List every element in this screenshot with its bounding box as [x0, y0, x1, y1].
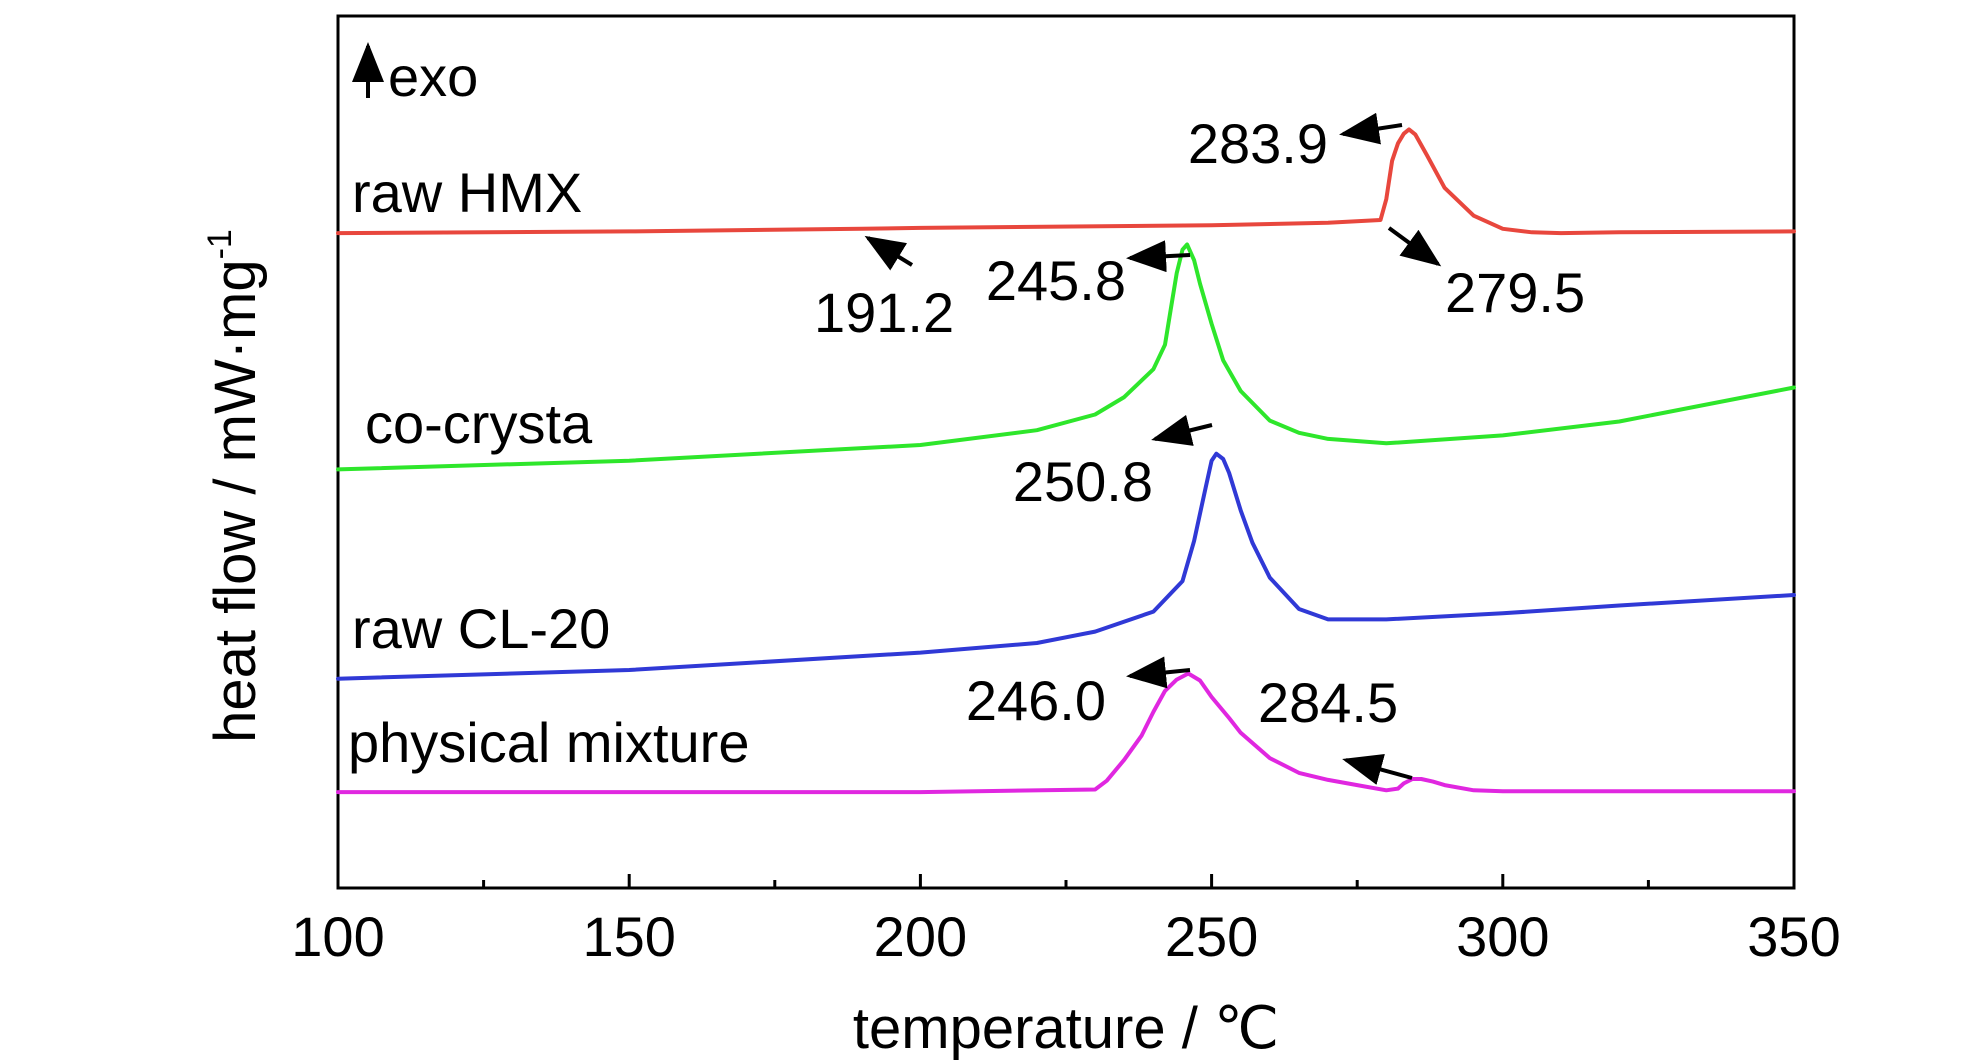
annotation-arrow-icon	[1387, 226, 1442, 267]
x-tick-label: 150	[582, 905, 675, 968]
series-label-raw-hmx: raw HMX	[352, 161, 582, 224]
y-axis-title: heat flow / mW·mg-1	[201, 229, 268, 743]
annotation-arrow-icon	[1126, 656, 1191, 689]
annotation-279-5: 279.5	[1387, 226, 1585, 324]
series-line-physical-mixture	[336, 671, 1796, 795]
x-axis-title: temperature / ℃	[853, 996, 1279, 1061]
annotation-284-5: 284.5	[1258, 671, 1413, 785]
annotation-label: 279.5	[1445, 261, 1585, 324]
annotation-label: 250.8	[1013, 450, 1153, 513]
annotation-arrow-icon	[1126, 240, 1191, 273]
annotation-283-9: 283.9	[1188, 112, 1403, 175]
series-line-raw-hmx	[336, 127, 1796, 236]
annotation-arrow-icon	[1151, 414, 1213, 446]
x-tick-label: 350	[1747, 905, 1840, 968]
x-tick-label: 200	[874, 905, 967, 968]
annotation-191-2: 191.2	[814, 235, 954, 344]
annotation-label: 191.2	[814, 281, 954, 344]
x-axis-ticks	[336, 874, 1796, 888]
annotation-arrow-icon	[1339, 112, 1403, 145]
x-tick-label: 250	[1165, 905, 1258, 968]
annotation-250-8: 250.8	[1013, 414, 1213, 513]
series-line-co-crysta	[336, 242, 1796, 472]
y-axis-title-group: heat flow / mW·mg-1	[201, 229, 268, 743]
series-label-raw-cl20: raw CL-20	[352, 597, 610, 660]
annotation-245-8: 245.8	[986, 240, 1191, 312]
series-line-raw-cl-20	[336, 451, 1796, 681]
series-label-co-crysta: co-crysta	[365, 392, 593, 455]
y-axis-title-superscript: -1	[201, 229, 239, 259]
y-axis-title-main: heat flow / mW·mg	[203, 259, 268, 742]
annotation-label: 246.0	[966, 669, 1106, 732]
annotation-arrow-icon	[864, 235, 914, 271]
annotation-arrow-icon	[1342, 754, 1413, 785]
x-tick-label: 100	[291, 905, 384, 968]
exo-indicator: exo	[352, 42, 478, 108]
x-tick-label: 300	[1456, 905, 1549, 968]
annotation-label: 284.5	[1258, 671, 1398, 734]
series-label-physical-mixture: physical mixture	[348, 711, 749, 774]
x-axis-tick-labels: 100 150 200 250 300 350	[291, 905, 1840, 968]
annotation-label: 283.9	[1188, 112, 1328, 175]
series-lines	[336, 127, 1796, 795]
exo-label: exo	[388, 45, 478, 108]
annotation-label: 245.8	[986, 249, 1126, 312]
annotation-246-0: 246.0	[966, 656, 1191, 732]
